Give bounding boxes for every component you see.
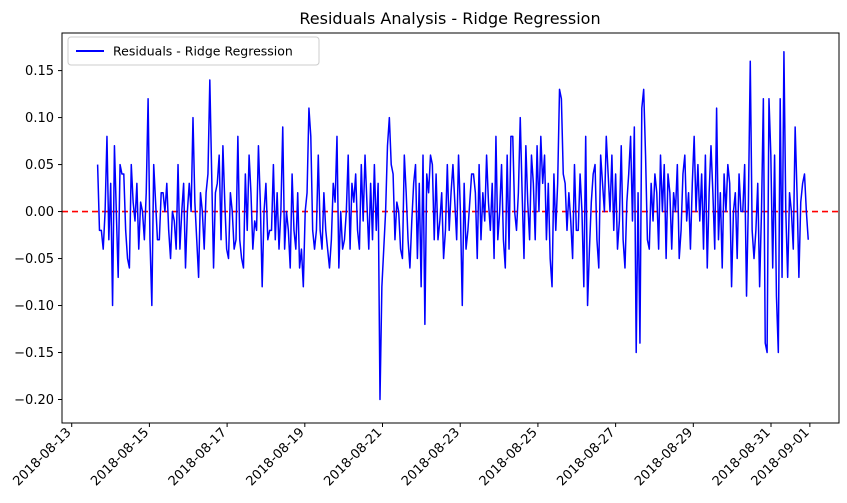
x-tick-label: 2018-08-19 xyxy=(244,425,308,489)
x-tick-label: 2018-08-17 xyxy=(166,425,230,489)
y-tick-label: −0.10 xyxy=(14,299,54,314)
x-tick-label: 2018-08-13 xyxy=(11,425,75,489)
y-tick-label: 0.10 xyxy=(25,111,54,126)
legend-box xyxy=(67,36,320,66)
y-tick-label: 0.05 xyxy=(25,158,54,173)
y-tick-label: 0.00 xyxy=(25,205,54,220)
x-tick-label: 2018-08-27 xyxy=(554,425,618,489)
y-tick-label: −0.15 xyxy=(14,346,54,361)
legend-label: Residuals - Ridge Regression xyxy=(113,44,293,59)
plot-area: 0.15 0.10 0.05 0.00 −0.05 −0.10 −0.15 −0.20 2018… xyxy=(11,32,840,489)
axes-frame xyxy=(61,32,840,424)
x-tick-label: 2018-08-15 xyxy=(88,425,152,489)
x-tick-label: 2018-08-25 xyxy=(477,425,541,489)
x-tick-label: 2018-08-21 xyxy=(321,425,385,489)
y-tick-label: −0.20 xyxy=(14,393,54,408)
x-tick-label: 2018-08-29 xyxy=(632,425,696,489)
x-tick-label: 2018-08-23 xyxy=(399,425,463,489)
legend: Residuals - Ridge Regression xyxy=(67,36,320,66)
y-tick-label: 0.15 xyxy=(25,64,54,79)
chart-title: Residuals Analysis - Ridge Regression xyxy=(299,9,600,28)
y-tick-label: −0.05 xyxy=(14,252,54,267)
series-line-0 xyxy=(96,51,809,401)
